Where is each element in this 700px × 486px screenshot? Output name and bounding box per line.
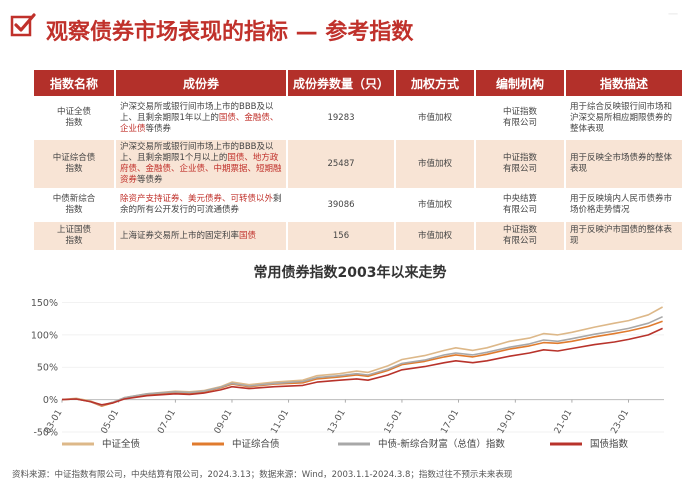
index-name-cell: 中证综合债 指数 <box>34 140 114 188</box>
index-name-cell: 中证全债 指数 <box>34 98 114 138</box>
weighting-cell: 市值加权 <box>396 190 474 220</box>
component-text: 沪深交易所或银行间市场上市的BBB及以上、且剩余期限1个月以上的 <box>120 142 274 163</box>
organization-cell: 中央结算 有限公司 <box>476 190 564 220</box>
component-text: 上海证券交易所上市的固定利率 <box>120 230 240 241</box>
title-bar: 观察债券市场表现的指标 — 参考指数 一 <box>0 0 700 62</box>
count-cell: 156 <box>288 222 394 250</box>
count-cell: 25487 <box>288 140 394 188</box>
description-cell: 用于反映境内人民币债券市场价格走势情况 <box>566 190 682 220</box>
series-line-4 <box>61 327 663 406</box>
highlighted-text: 除资产支持证券、美元债券、可转债以外 <box>120 194 274 204</box>
components-cell: 上海证券交易所上市的固定利率国债 <box>116 222 286 250</box>
header-weighting: 加权方式 <box>396 70 474 96</box>
x-tick-label: 03-01 <box>43 408 65 436</box>
components-cell: 沪深交易所或银行间市场上市的BBB及以上、且剩余期限1个月以上的国债、地方政府债… <box>116 140 286 188</box>
x-axis: 03-01 05-01 07-01 09-01 11-01 13-01 15-01 17-01… <box>43 399 631 436</box>
description-cell: 用于综合反映银行间市场和沪深交易所相应期限债券的整体表现 <box>566 98 682 138</box>
table-body: 中证全债 指数 沪深交易所或银行间市场上市的BBB及以上、且剩余期限1年以上的国债、… <box>34 98 682 250</box>
highlighted-text: 国债、地方政府债、金融债、企业债、中期票据、短期融资券 <box>120 153 282 185</box>
header-description: 指数描述 <box>566 70 682 96</box>
y-tick-label: -50% <box>33 428 58 439</box>
checkbox-check-icon <box>10 13 36 37</box>
component-text: 沪深交易所或银行间市场上市的BBB及以上、且剩余期限1年以上的 <box>120 101 274 123</box>
weighting-cell: 市值加权 <box>396 98 474 138</box>
table-header-row: 指数名称 成份券 成份券数量（只） 加权方式 编制机构 指数描述 <box>34 70 682 96</box>
component-text: 等债券 <box>145 123 172 134</box>
table-row: 中债新综合 指数 除资产支持证券、美元债券、可转债以外剩余的所有公开发行的可流通债券… <box>34 190 682 220</box>
components-cell: 除资产支持证券、美元债券、可转债以外剩余的所有公开发行的可流通债券 <box>116 190 286 220</box>
header-components: 成份券 <box>116 70 286 96</box>
organization-cell: 中证指数 有限公司 <box>476 140 564 188</box>
y-tick-label: 0% <box>43 395 58 406</box>
chart-title: 常用债券指数2003年以来走势 <box>253 265 447 281</box>
series-line-3 <box>61 315 663 407</box>
header-organization: 编制机构 <box>476 70 564 96</box>
chart-series <box>61 306 663 407</box>
index-name-cell: 中债新综合 指数 <box>34 190 114 220</box>
line-chart: 150% 100% 50% 0% -50% 03-01 05-01 07-01 09-01 11… <box>31 298 664 450</box>
legend-label: 中证综合债 <box>232 438 280 450</box>
y-tick-label: 50% <box>37 363 58 374</box>
component-text: 等债券 <box>137 175 163 185</box>
highlighted-text: 国债、金融债、企业债 <box>120 112 279 134</box>
weighting-cell: 市值加权 <box>396 140 474 188</box>
count-cell: 39086 <box>288 190 394 220</box>
y-tick-label: 100% <box>31 330 58 341</box>
index-name-cell: 上证国债 指数 <box>34 222 114 250</box>
legend-label: 国债指数 <box>590 438 629 450</box>
legend-label: 中证全债 <box>102 438 141 450</box>
highlighted-text: 国债 <box>239 230 257 241</box>
chart-grid <box>62 302 664 433</box>
components-cell: 沪深交易所或银行间市场上市的BBB及以上、且剩余期限1年以上的国债、金融债、企业… <box>116 98 286 138</box>
y-axis: 150% 100% 50% 0% -50% <box>31 298 58 439</box>
source-note: 资料来源：中证指数有限公司，中央结算有限公司，2024.3.13；数据来源：Wi… <box>12 470 513 480</box>
index-table: 指数名称 成份券 成份券数量（只） 加权方式 编制机构 指数描述 中证全债 指数沪… <box>32 68 684 252</box>
series-line-1 <box>61 306 663 407</box>
page-title: 观察债券市场表现的指标 — 参考指数 <box>46 20 414 45</box>
organization-cell: 中证指数 有限公司 <box>476 222 564 250</box>
header-count: 成份券数量（只） <box>288 70 394 96</box>
legend-label: 中债-新综合财富（总值）指数 <box>378 438 505 450</box>
header-index-name: 指数名称 <box>34 70 114 96</box>
component-text: 剩余的所有公开发行的可流通债券 <box>120 194 282 215</box>
description-cell: 用于反映沪市国债的整体表现 <box>566 222 682 250</box>
table-row: 中证综合债 指数 沪深交易所或银行间市场上市的BBB及以上、且剩余期限1个月以上的国… <box>34 140 682 188</box>
chart-legend: 中证全债 中证综合债 中债-新综合财富（总值）指数 国债指数 <box>62 438 629 450</box>
weighting-cell: 市值加权 <box>396 222 474 250</box>
count-cell: 19283 <box>288 98 394 138</box>
watermark: 一 <box>668 10 678 21</box>
y-tick-label: 150% <box>31 298 58 309</box>
organization-cell: 中证指数 有限公司 <box>476 98 564 138</box>
table-row: 中证全债 指数 沪深交易所或银行间市场上市的BBB及以上、且剩余期限1年以上的国债、… <box>34 98 682 138</box>
table-row: 上证国债 指数 上海证券交易所上市的固定利率国债 156 市值加权 中证指数 有限公司 用于反… <box>34 222 682 250</box>
description-cell: 用于反映全市场债券的整体表现 <box>566 140 682 188</box>
